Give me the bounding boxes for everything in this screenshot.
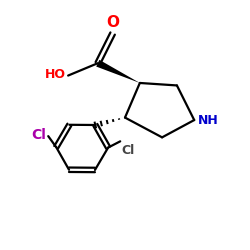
Text: Cl: Cl [31,128,46,142]
Polygon shape [96,60,140,83]
Text: NH: NH [198,114,219,126]
Text: O: O [106,15,119,30]
Text: HO: HO [45,68,66,81]
Text: Cl: Cl [122,144,135,157]
